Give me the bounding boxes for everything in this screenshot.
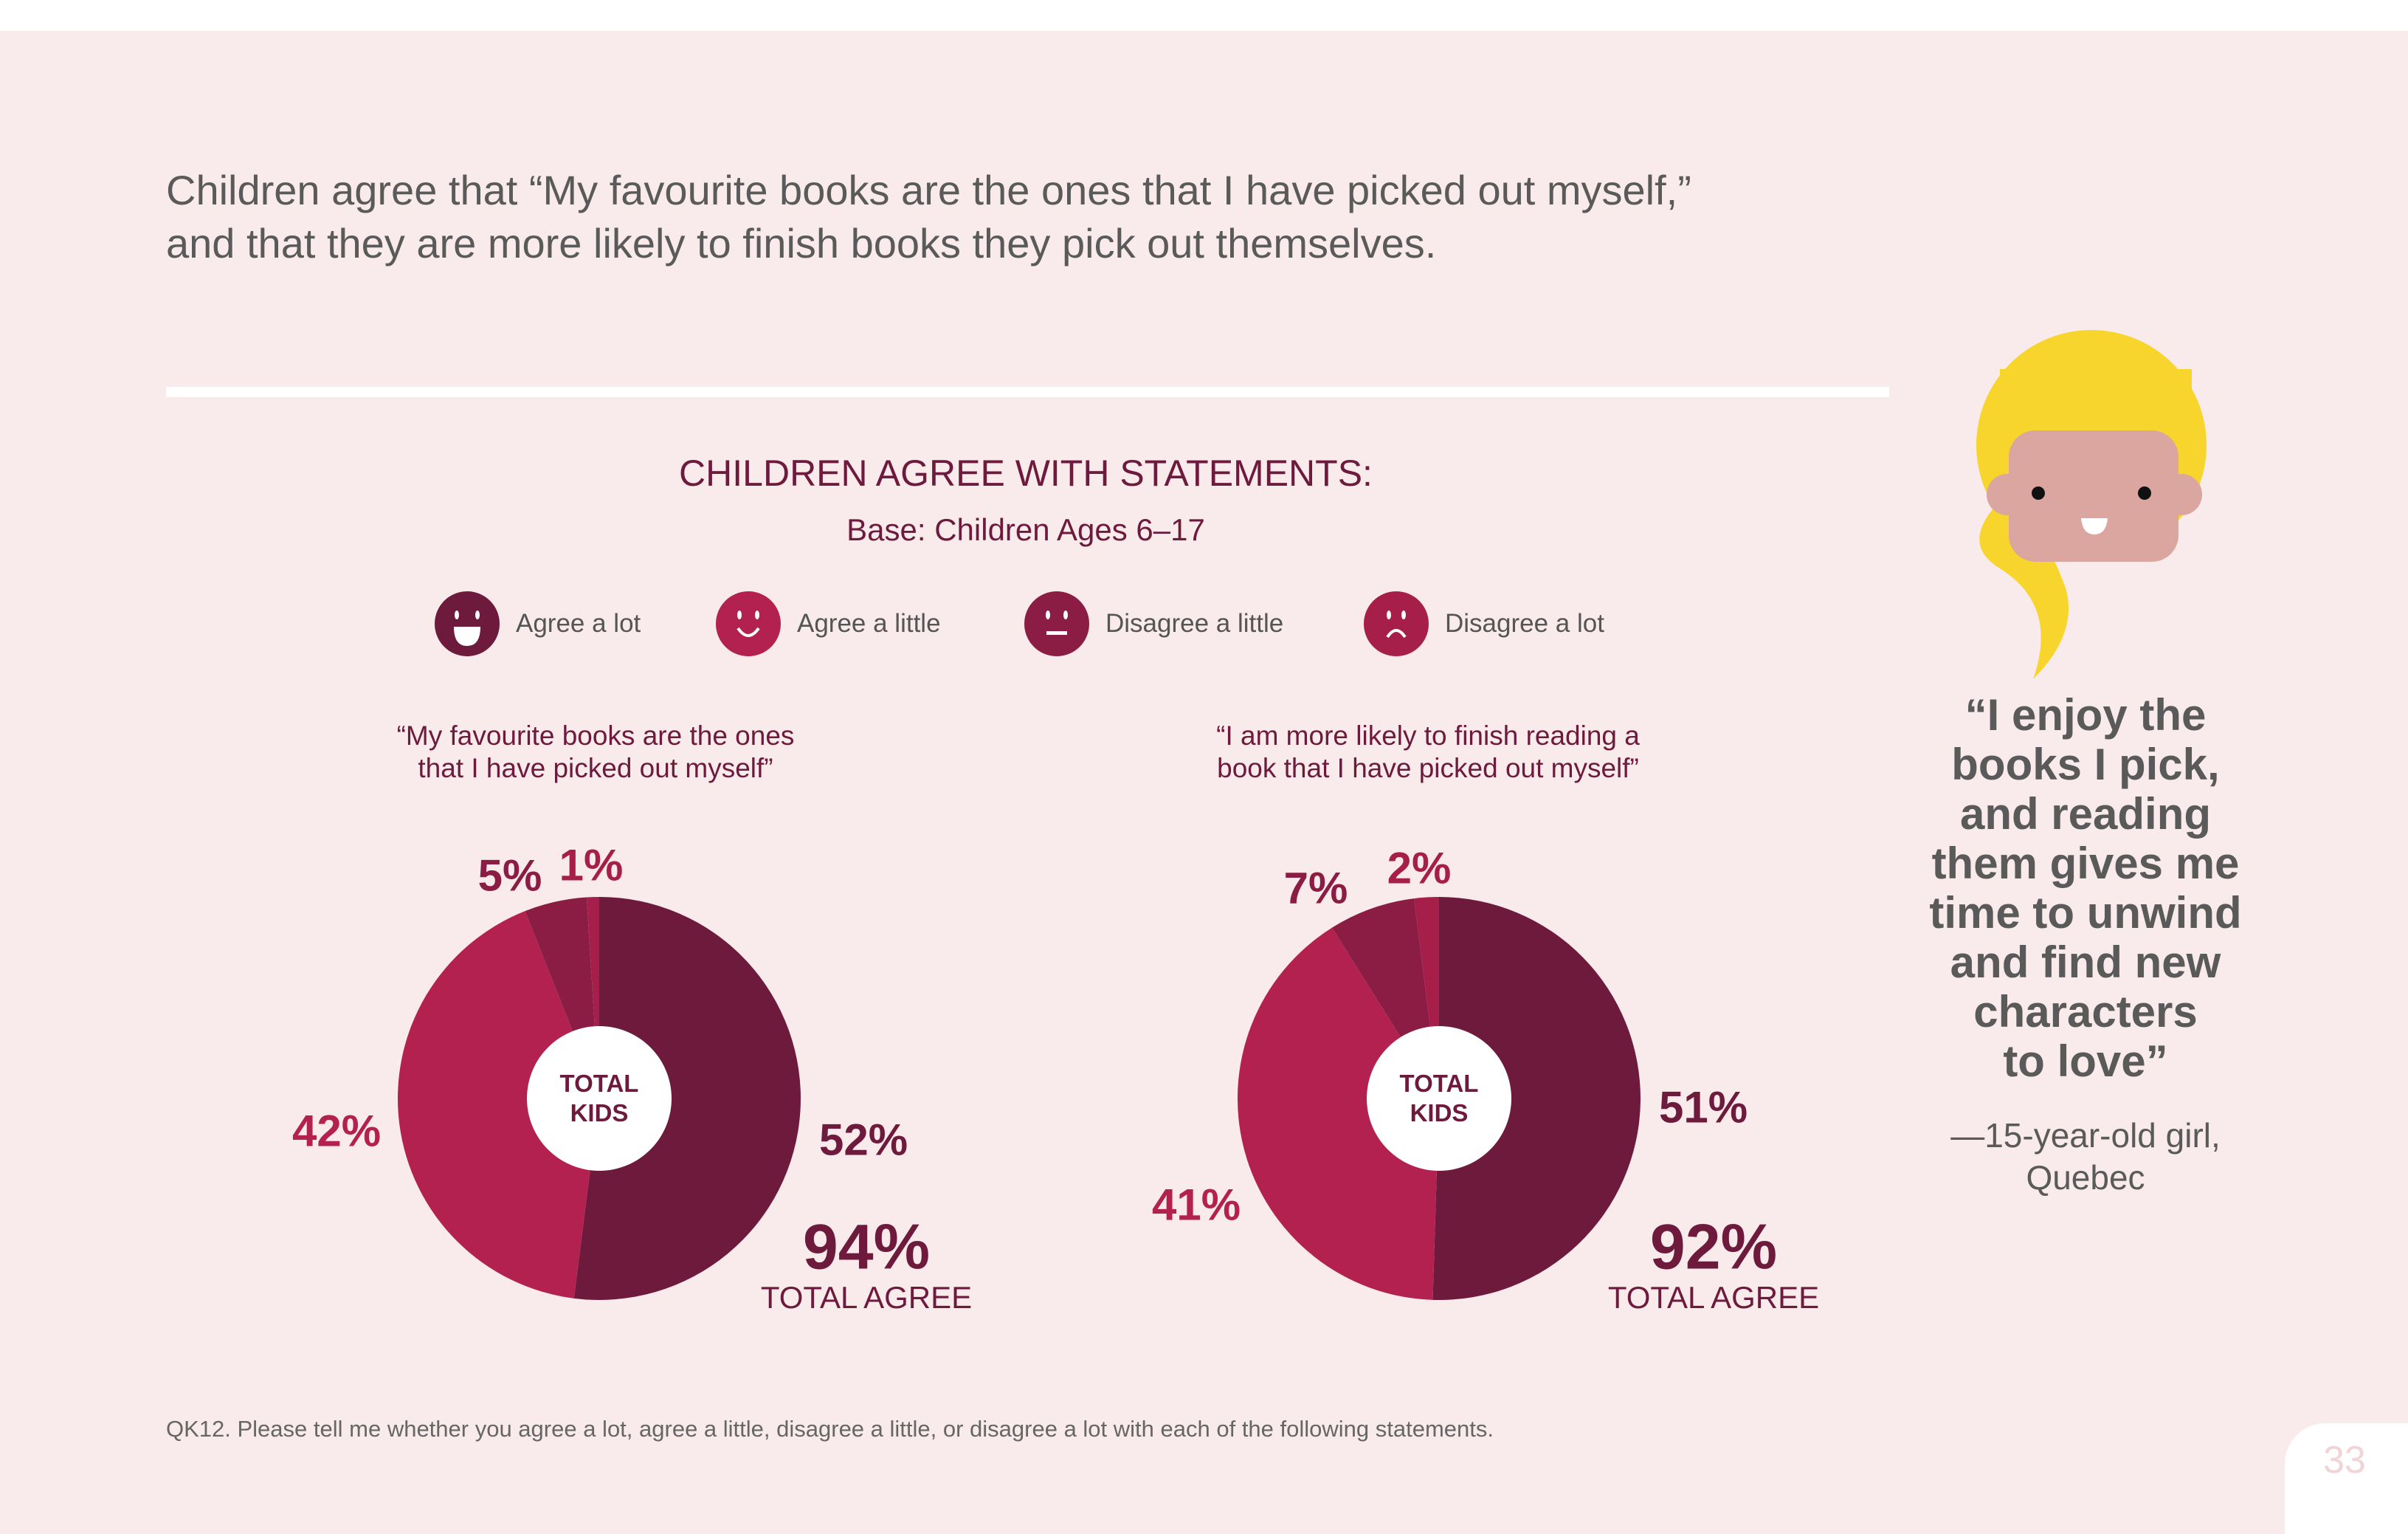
total-agree-label-1: TOTAL AGREE bbox=[760, 1280, 973, 1315]
neutral-face-icon bbox=[1024, 591, 1089, 656]
legend-item-disagree-a-lot: Disagree a lot bbox=[1364, 591, 1604, 656]
slice-label-agree-little-1: 42% bbox=[291, 1106, 382, 1156]
center-label-line: KIDS bbox=[570, 1099, 629, 1127]
center-label-1: TOTAL KIDS bbox=[533, 1069, 666, 1128]
quote-line: books I pick, bbox=[1951, 740, 2220, 789]
donut-slice-agree-a-lot bbox=[573, 897, 801, 1300]
legend-label: Agree a lot bbox=[516, 609, 641, 638]
attribution-line: Quebec bbox=[2026, 1158, 2145, 1197]
footnote: QK12. Please tell me whether you agree a… bbox=[166, 1416, 1494, 1442]
donut-slice-agree-a-little bbox=[398, 911, 599, 1299]
slice-label-agree-lot-1: 52% bbox=[818, 1115, 908, 1165]
statement-line: that I have picked out myself” bbox=[418, 753, 773, 783]
pull-quote: “I enjoy the books I pick, and reading t… bbox=[1889, 690, 2282, 1086]
frowning-face-icon bbox=[1364, 591, 1429, 656]
center-label-line: KIDS bbox=[1410, 1099, 1469, 1127]
statement-line: book that I have picked out myself” bbox=[1217, 753, 1639, 783]
legend-item-disagree-a-little: Disagree a little bbox=[1024, 591, 1283, 656]
quote-line: to love” bbox=[2003, 1036, 2168, 1086]
headline-line-2: and that they are more likely to finish … bbox=[166, 220, 1437, 266]
slice-label-disagree-little-1: 5% bbox=[477, 850, 542, 901]
quote-line: and find new bbox=[1950, 938, 2221, 987]
chart-base: Base: Children Ages 6–17 bbox=[846, 512, 1205, 547]
quote-line: “I enjoy the bbox=[1964, 690, 2207, 740]
slice-label-agree-little-2: 41% bbox=[1151, 1180, 1241, 1230]
smiling-face-icon bbox=[716, 591, 781, 656]
slice-label-disagree-little-2: 7% bbox=[1283, 863, 1348, 913]
statement-2: “I am more likely to finish reading a bo… bbox=[1096, 720, 1760, 785]
legend-label: Disagree a lot bbox=[1445, 609, 1604, 638]
legend-item-agree-a-little: Agree a little bbox=[716, 591, 941, 656]
total-agree-label-2: TOTAL AGREE bbox=[1607, 1280, 1820, 1315]
center-label-2: TOTAL KIDS bbox=[1373, 1069, 1505, 1128]
total-agree-value-2: 92% bbox=[1649, 1211, 1778, 1283]
quote-line: time to unwind bbox=[1929, 888, 2242, 938]
donut-hole bbox=[527, 1026, 672, 1171]
statement-line: “My favourite books are the ones bbox=[396, 720, 795, 751]
top-band bbox=[0, 0, 2408, 31]
donut-slice-agree-a-little bbox=[1238, 927, 1439, 1300]
slice-label-agree-lot-2: 51% bbox=[1658, 1082, 1748, 1132]
donut-hole bbox=[1367, 1026, 1511, 1171]
center-label-line: TOTAL bbox=[559, 1070, 639, 1097]
laughing-face-icon bbox=[435, 591, 500, 656]
headline: Children agree that “My favourite books … bbox=[166, 164, 1937, 270]
legend-label: Agree a little bbox=[797, 609, 941, 638]
total-agree-value-1: 94% bbox=[802, 1211, 931, 1283]
page-number: 33 bbox=[2323, 1439, 2366, 1482]
divider bbox=[166, 387, 1889, 397]
girl-illustration bbox=[1976, 330, 2207, 679]
quote-line: them gives me bbox=[1931, 839, 2240, 888]
statement-line: “I am more likely to finish reading a bbox=[1216, 720, 1640, 751]
legend-label: Disagree a little bbox=[1105, 609, 1284, 638]
slice-label-disagree-lot-1: 1% bbox=[559, 840, 624, 890]
slice-label-disagree-lot-2: 2% bbox=[1387, 843, 1452, 893]
legend-item-agree-a-lot: Agree a lot bbox=[435, 591, 641, 656]
statement-1: “My favourite books are the ones that I … bbox=[263, 720, 928, 785]
quote-line: and reading bbox=[1959, 789, 2212, 839]
headline-line-1: Children agree that “My favourite books … bbox=[166, 167, 1691, 213]
center-label-line: TOTAL bbox=[1399, 1070, 1479, 1097]
attribution-line: —15-year-old girl, bbox=[1950, 1116, 2221, 1155]
quote-line: characters bbox=[1973, 987, 2198, 1036]
quote-attribution: —15-year-old girl, Quebec bbox=[1889, 1115, 2282, 1199]
donut-slice-agree-a-lot bbox=[1432, 897, 1641, 1300]
chart-title: CHILDREN AGREE WITH STATEMENTS: bbox=[679, 453, 1373, 494]
